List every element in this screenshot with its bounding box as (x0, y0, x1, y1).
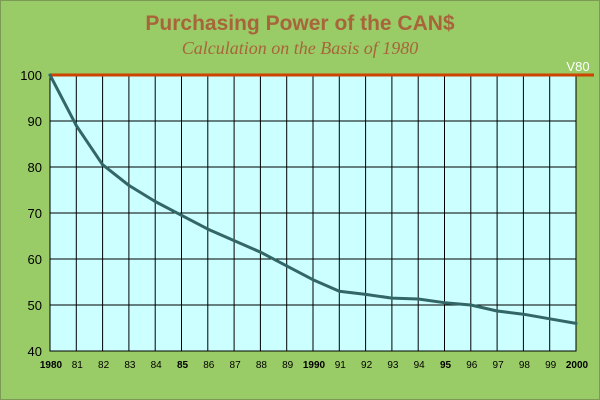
data-point (390, 296, 394, 300)
y-tick-label: 100 (20, 68, 42, 83)
data-point (574, 321, 578, 325)
y-tick-label: 80 (28, 160, 42, 175)
x-tick-label: 93 (387, 360, 399, 371)
x-tick-label: 89 (282, 360, 294, 371)
x-tick-label: 1990 (303, 360, 326, 371)
data-point (206, 227, 210, 231)
x-tick-label: 1980 (40, 360, 63, 371)
y-tick-label: 60 (28, 252, 42, 267)
x-tick-label: 92 (361, 360, 373, 371)
x-tick-label: 98 (519, 360, 531, 371)
data-point (311, 278, 315, 282)
x-tick-label: 94 (414, 360, 426, 371)
x-tick-label: 88 (256, 360, 268, 371)
data-point (232, 239, 236, 243)
reference-line-label: V80 (566, 59, 589, 74)
y-tick-label: 90 (28, 114, 42, 129)
x-tick-label: 95 (440, 360, 452, 371)
data-point (101, 163, 105, 167)
x-tick-label: 81 (72, 360, 84, 371)
data-point (74, 124, 78, 128)
data-point (153, 200, 157, 203)
data-point (48, 73, 52, 77)
x-tick-label: 84 (151, 360, 163, 371)
y-tick-label: 70 (28, 206, 42, 221)
x-tick-label: 83 (124, 360, 136, 371)
x-tick-label: 2000 (566, 360, 589, 371)
x-tick-label: 99 (545, 360, 557, 371)
data-point (285, 264, 289, 268)
x-tick-label: 87 (230, 360, 242, 371)
chart-title: Purchasing Power of the CAN$ (145, 12, 455, 35)
data-point (443, 301, 446, 305)
data-point (548, 317, 552, 321)
y-tick-label: 50 (28, 298, 42, 313)
x-tick-label: 86 (203, 360, 215, 371)
data-point (180, 213, 183, 217)
data-point (127, 183, 131, 187)
x-tick-label: 82 (98, 360, 110, 371)
data-point (521, 312, 525, 316)
data-point (469, 303, 473, 307)
x-tick-label: 85 (177, 360, 189, 371)
chart-subtitle: Calculation on the Basis of 1980 (181, 38, 419, 58)
data-point (495, 309, 499, 313)
data-point (258, 250, 262, 254)
x-tick-label: 97 (493, 360, 505, 371)
x-tick-label: 91 (335, 360, 347, 371)
data-point (364, 292, 368, 296)
y-tick-label: 40 (28, 344, 42, 359)
x-tick-label: 96 (466, 360, 478, 371)
data-point (337, 289, 341, 293)
data-point (416, 297, 420, 301)
